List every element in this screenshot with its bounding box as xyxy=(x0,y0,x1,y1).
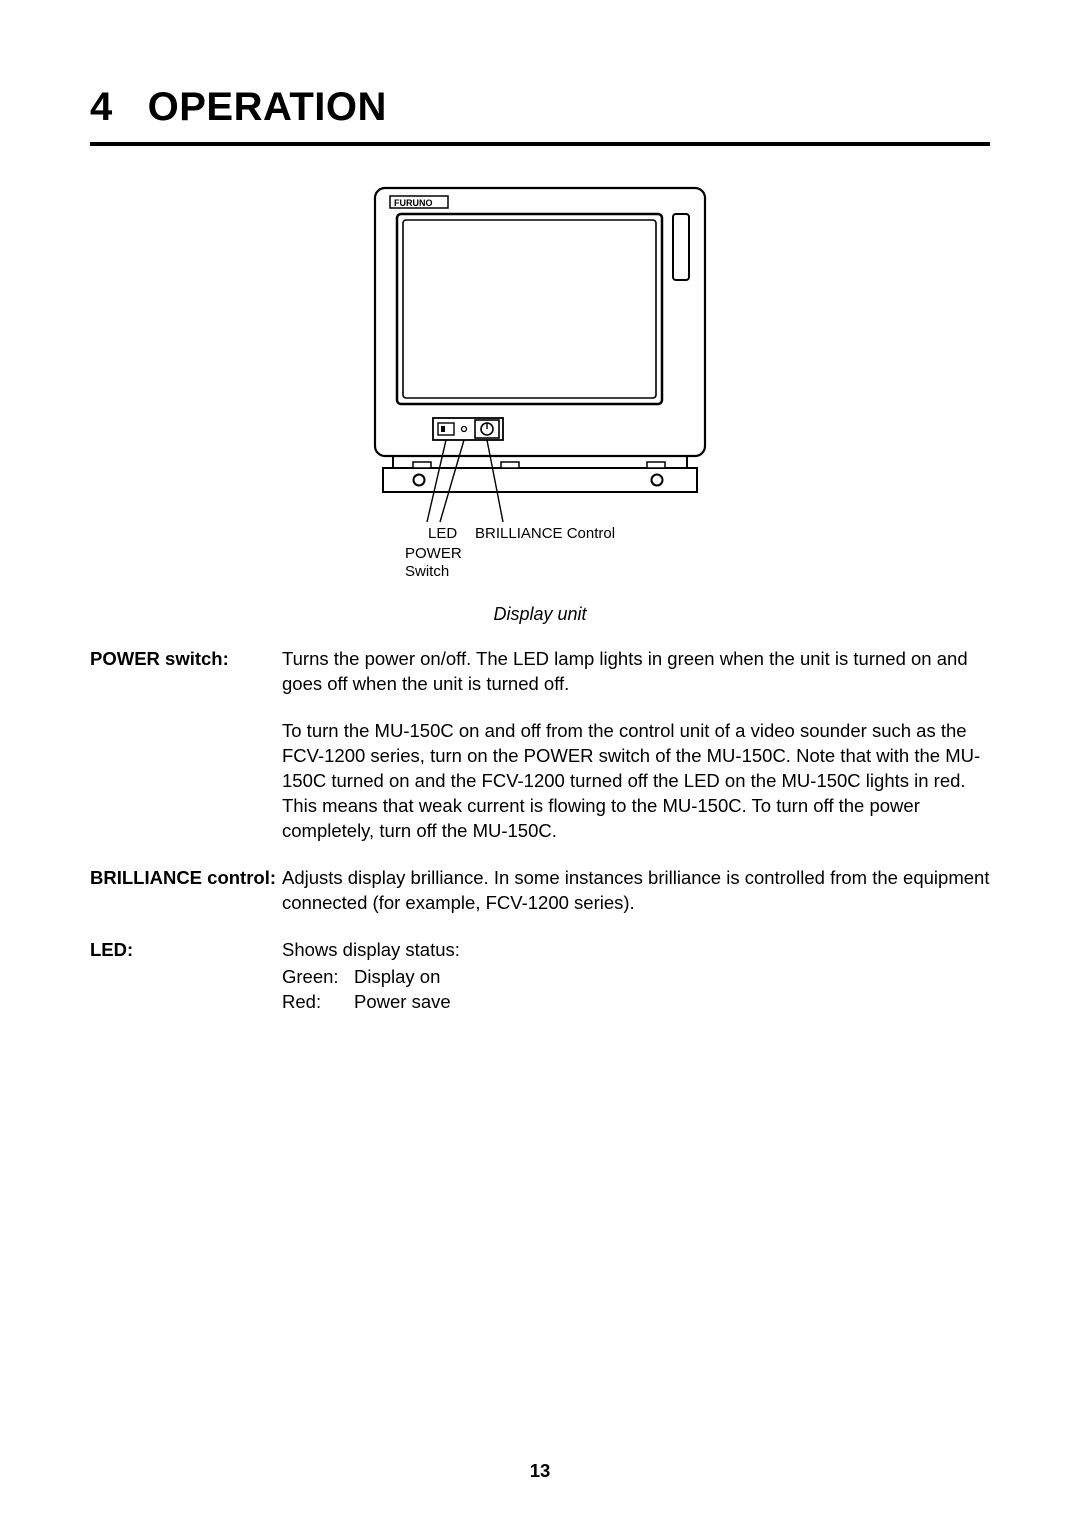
led-status-label: Green: xyxy=(282,965,354,990)
led-status-meaning: Display on xyxy=(354,965,440,990)
heading-rule xyxy=(90,142,990,146)
definition-list: POWER switch: Turns the power on/off. Th… xyxy=(90,647,990,1015)
led-status-label: Red: xyxy=(282,990,354,1015)
callout-power-line2: Switch xyxy=(405,563,449,580)
display-unit-svg: FURUNO xyxy=(335,182,745,592)
definition-term: LED: xyxy=(90,938,282,963)
figure-caption: Display unit xyxy=(493,604,586,625)
definition-body: Shows display status: Green: Display on … xyxy=(282,938,990,1015)
side-slot xyxy=(673,214,689,280)
definition-term: BRILLIANCE control: xyxy=(90,866,282,891)
led-status-meaning: Power save xyxy=(354,990,451,1015)
definition-row: LED: Shows display status: Green: Displa… xyxy=(90,938,990,1015)
screen-bezel-inner xyxy=(403,220,656,398)
led-status-table: Green: Display on Red: Power save xyxy=(282,965,990,1015)
callout-power-line1: POWER xyxy=(405,545,462,562)
definition-paragraph: Turns the power on/off. The LED lamp lig… xyxy=(282,647,990,697)
chapter-title: OPERATION xyxy=(148,85,387,129)
led-status-row: Green: Display on xyxy=(282,965,990,990)
chapter-number: 4 xyxy=(90,85,113,129)
power-switch-icon xyxy=(438,423,454,435)
definition-row: BRILLIANCE control: Adjusts display bril… xyxy=(90,866,990,916)
display-unit-figure: FURUNO xyxy=(90,182,990,639)
led-intro: Shows display status: xyxy=(282,938,990,963)
brilliance-knob-icon xyxy=(475,420,499,438)
definition-paragraph: Adjusts display brilliance. In some inst… xyxy=(282,866,990,916)
callout-led: LED xyxy=(428,525,457,542)
callout-brilliance: BRILLIANCE Control xyxy=(475,525,615,542)
led-dot-icon xyxy=(462,427,467,432)
page-number: 13 xyxy=(0,1460,1080,1482)
monitor-body: FURUNO xyxy=(375,188,705,456)
definition-body: Turns the power on/off. The LED lamp lig… xyxy=(282,647,990,844)
monitor-stand xyxy=(383,456,697,492)
definition-body: Adjusts display brilliance. In some inst… xyxy=(282,866,990,916)
chapter-heading: 4 OPERATION xyxy=(90,85,990,130)
led-status-row: Red: Power save xyxy=(282,990,990,1015)
brand-label: FURUNO xyxy=(394,198,433,208)
definition-paragraph: To turn the MU-150C on and off from the … xyxy=(282,719,990,844)
definition-row: POWER switch: Turns the power on/off. Th… xyxy=(90,647,990,844)
definition-term: POWER switch: xyxy=(90,647,282,672)
